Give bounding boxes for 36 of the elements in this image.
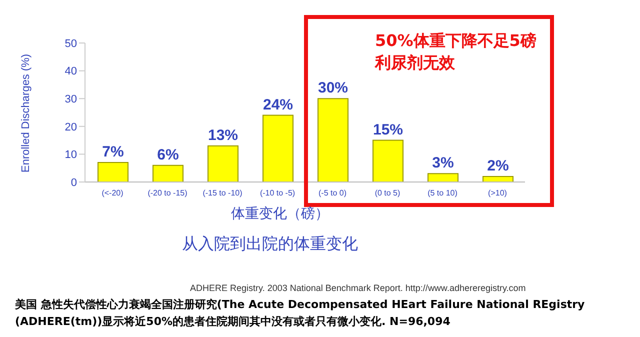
y-tick-label: 40: [64, 66, 77, 78]
x-tick-label: (0 to 5): [374, 188, 401, 198]
x-tick-label: (<-20): [102, 188, 124, 198]
y-tick-label: 30: [64, 94, 77, 106]
y-tick-label: 50: [64, 38, 77, 50]
data-label: 6%: [157, 146, 179, 164]
text: 美国 急性失代偿性心力衰竭全国注册研究(The Acute Decompensated HEart Failure National REgistry (ADHERE(tm))显示将近50%的患者住院期间其中没有或者只有微小变化. N=96,094: [15, 297, 586, 330]
x-tick-label: (-10 to -5): [260, 188, 296, 198]
data-label: 2%: [487, 157, 509, 174]
data-label: 30%: [318, 80, 348, 97]
y-tick-label: 0: [70, 176, 77, 189]
bar: [208, 145, 238, 182]
bar: [318, 98, 348, 182]
y-axis-title: Enrolled Discharges (%): [20, 54, 32, 172]
x-tick-label: (>10): [488, 188, 508, 198]
x-tick-label: (-20 to -15): [148, 188, 188, 198]
annotation: 50%体重下降不足5磅利尿剂无效: [375, 30, 538, 74]
y-tick-label: 20: [64, 121, 77, 134]
data-label: 24%: [262, 96, 294, 114]
bar: [98, 162, 128, 182]
bar: [152, 164, 184, 182]
x-tick-label: (-15 to -10): [202, 188, 243, 198]
bar: [482, 176, 514, 182]
x-axis-title: 体重变化（磅）: [230, 205, 330, 223]
bar: [428, 173, 458, 182]
text: 从入院到出院的体重变化: [181, 234, 359, 255]
data-label: 15%: [372, 121, 404, 138]
bar: [372, 140, 404, 182]
x-tick-label: (5 to 10): [428, 188, 458, 198]
x-tick-label: (-5 to 0): [318, 188, 347, 198]
y-tick-label: 10: [64, 149, 77, 162]
data-label: 3%: [432, 154, 454, 172]
text: ADHERE Registry. 2003 National Benchmark Report. http://www.adhereregistry.com: [190, 283, 526, 293]
data-label: 13%: [208, 126, 238, 144]
bar: [262, 114, 294, 182]
data-label: 7%: [102, 144, 124, 161]
